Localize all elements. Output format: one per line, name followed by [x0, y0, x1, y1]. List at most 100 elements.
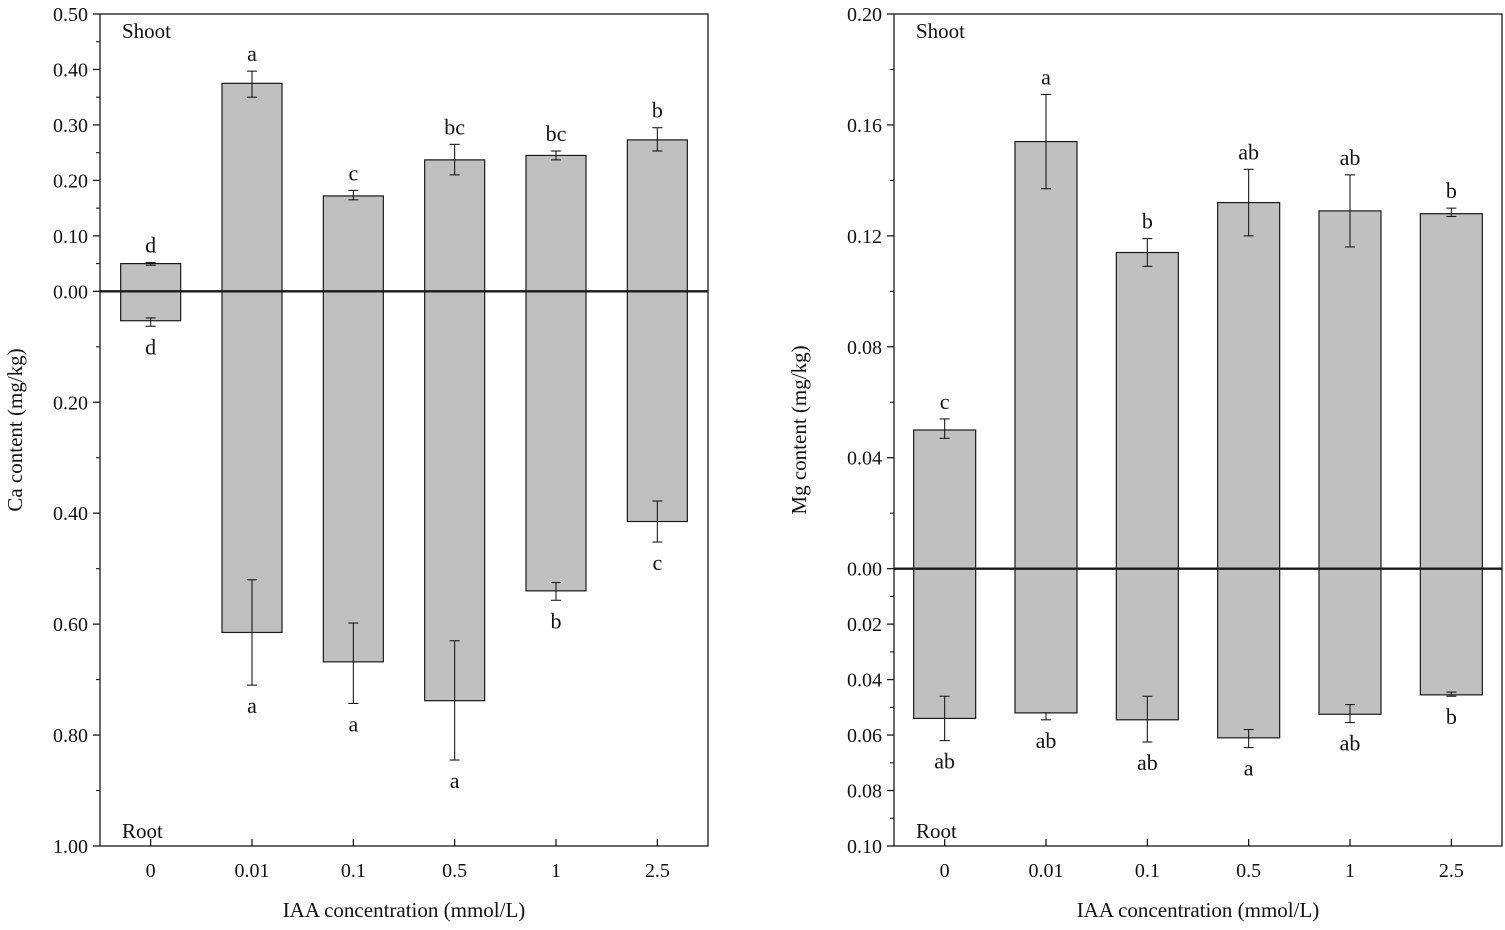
- y-tick-label: 0.40: [53, 503, 88, 525]
- y-tick-label: 0.12: [847, 226, 882, 248]
- shoot-bar: [1014, 140, 1078, 570]
- x-tick-label: 2.5: [645, 860, 670, 882]
- y-tick-label: 0.04: [847, 670, 882, 692]
- significance-letter: c: [652, 550, 662, 575]
- significance-letter: a: [1041, 64, 1051, 89]
- significance-letter: b: [1446, 704, 1457, 729]
- y-tick-label: 0.02: [847, 614, 882, 636]
- significance-letter: ab: [1036, 728, 1057, 753]
- y-tick-label: 0.06: [847, 725, 882, 747]
- x-tick-label: 0: [146, 860, 156, 882]
- x-tick-label: 1: [1345, 860, 1355, 882]
- root-bar: [322, 290, 384, 663]
- mg-shoot-label: Shoot: [916, 19, 965, 43]
- x-tick-label: 0.5: [1236, 860, 1261, 882]
- ca-shoot-label: Shoot: [122, 19, 171, 43]
- ca-plot-frame: [99, 13, 709, 847]
- mg-plot-frame: [893, 13, 1503, 847]
- y-tick-label: 0.10: [53, 226, 88, 248]
- mg-y-ticks-group: 0.20 0.16 0.12 0.08 0.04 0.00 0.02 0.04 0.06 0.08…: [847, 4, 894, 858]
- x-tick-label: 0: [940, 860, 950, 882]
- root-bar: [1014, 568, 1078, 714]
- shoot-bar: [1419, 213, 1483, 570]
- significance-letter: a: [450, 768, 460, 793]
- y-tick-label: 0.00: [847, 559, 882, 581]
- significance-letter: bc: [444, 114, 465, 139]
- shoot-bar: [1115, 251, 1179, 570]
- ca-x-axis-title: IAA concentration (mmol/L): [283, 898, 526, 922]
- root-bar: [1318, 568, 1382, 715]
- significance-letter: ab: [1238, 139, 1259, 164]
- y-tick-label: 0.50: [53, 4, 88, 26]
- significance-letter: bc: [546, 121, 567, 146]
- shoot-bar: [322, 195, 384, 292]
- root-bar: [626, 290, 688, 523]
- mg-x-axis-title: IAA concentration (mmol/L): [1077, 898, 1320, 922]
- significance-letter: ab: [1340, 731, 1361, 756]
- root-bar: [913, 568, 977, 720]
- y-tick-label: 0.08: [847, 781, 882, 803]
- ca-x-ticks-group: 0 0.01 0.1 0.5 1 2.5: [146, 839, 670, 882]
- y-tick-label: 0.20: [53, 392, 88, 414]
- shoot-bar: [120, 263, 182, 292]
- x-tick-label: 0.1: [341, 860, 366, 882]
- shoot-bar: [626, 139, 688, 292]
- x-tick-label: 0.5: [442, 860, 467, 882]
- shoot-bar: [913, 429, 977, 570]
- y-tick-label: 0.40: [53, 59, 88, 81]
- ca-root-label: Root: [122, 819, 163, 843]
- root-bar: [120, 290, 182, 322]
- significance-letter: a: [1244, 756, 1254, 781]
- significance-letter: b: [551, 608, 562, 633]
- y-tick-label: 0.08: [847, 337, 882, 359]
- y-tick-label: 0.80: [53, 725, 88, 747]
- significance-letter: b: [1142, 209, 1153, 234]
- shoot-bar: [1217, 201, 1281, 570]
- y-tick-label: 0.16: [847, 115, 882, 137]
- y-tick-label: 0.00: [53, 281, 88, 303]
- ca-y-ticks-group: 0.50 0.40 0.30 0.20 0.10 0.00 0.20 0.40 0.60 0.80…: [53, 4, 100, 858]
- shoot-bar: [1318, 210, 1382, 570]
- significance-letter: c: [940, 389, 950, 414]
- significance-letter: c: [348, 160, 358, 185]
- root-bar: [424, 290, 486, 702]
- significance-letter: a: [247, 41, 257, 66]
- y-tick-label: 1.00: [53, 836, 88, 858]
- root-bar: [221, 290, 283, 634]
- significance-letter: ab: [1137, 750, 1158, 775]
- significance-letter: d: [145, 334, 156, 359]
- x-tick-label: 2.5: [1439, 860, 1464, 882]
- significance-letter: b: [1446, 178, 1457, 203]
- x-tick-label: 0.01: [235, 860, 270, 882]
- x-tick-label: 0.01: [1029, 860, 1064, 882]
- significance-letter: a: [348, 711, 358, 736]
- root-bar: [1419, 568, 1483, 696]
- shoot-bar: [525, 154, 587, 292]
- mg-root-label: Root: [916, 819, 957, 843]
- shoot-bar: [221, 82, 283, 292]
- y-tick-label: 0.30: [53, 115, 88, 137]
- root-bar: [1115, 568, 1179, 721]
- significance-letter: d: [145, 232, 156, 257]
- significance-letter: ab: [1340, 145, 1361, 170]
- mg-y-axis-title: Mg content (mg/kg): [787, 345, 811, 514]
- ca-y-axis-title: Ca content (mg/kg): [3, 348, 27, 511]
- y-tick-label: 0.04: [847, 448, 882, 470]
- shoot-bar: [424, 159, 486, 292]
- y-tick-label: 0.20: [847, 4, 882, 26]
- mg-x-ticks-group: 0 0.01 0.1 0.5 1 2.5: [940, 839, 1464, 882]
- y-tick-label: 0.10: [847, 836, 882, 858]
- root-bar: [1217, 568, 1281, 739]
- x-tick-label: 1: [551, 860, 561, 882]
- y-tick-label: 0.60: [53, 614, 88, 636]
- y-tick-label: 0.20: [53, 170, 88, 192]
- significance-letter: b: [652, 98, 663, 123]
- significance-letter: ab: [934, 749, 955, 774]
- significance-letter: a: [247, 693, 257, 718]
